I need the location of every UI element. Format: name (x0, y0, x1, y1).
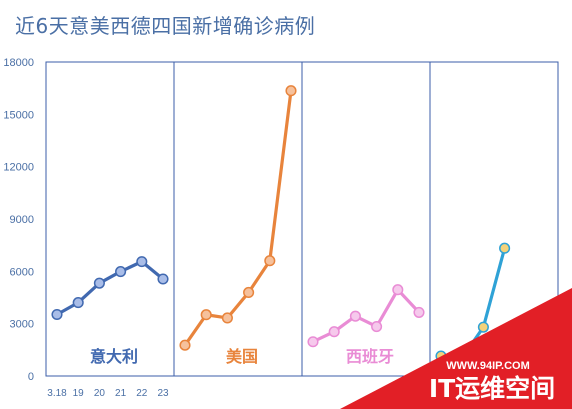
y-tick-label: 3000 (10, 319, 34, 331)
watermark: WWW.94IP.COM IT运维空间 (340, 288, 572, 409)
data-point (93, 277, 105, 289)
x-tick-label: 21 (115, 388, 127, 399)
x-tick-label: 19 (73, 388, 85, 399)
panel-frames (45, 61, 559, 377)
y-tick-label: 18000 (3, 57, 34, 69)
panel-frame (173, 61, 303, 377)
panel-frame (45, 61, 175, 377)
y-tick-label: 9000 (10, 214, 34, 226)
x-tick-label: 23 (157, 388, 169, 399)
data-point (499, 242, 511, 254)
data-point (179, 339, 191, 351)
panel-frame (301, 61, 431, 377)
y-tick-label: 6000 (10, 266, 34, 278)
x-axis: 3.18 19 20 21 22 23 (47, 388, 169, 399)
data-point (349, 310, 361, 322)
x-tick-label: 22 (136, 388, 148, 399)
data-point (200, 309, 212, 321)
y-axis: 0 3000 6000 9000 12000 15000 18000 (3, 57, 34, 383)
data-point (136, 256, 148, 268)
data-point (392, 284, 404, 296)
series-3 (307, 284, 425, 348)
watermark-url: WWW.94IP.COM (446, 360, 530, 372)
data-point (51, 308, 63, 321)
data-point (477, 321, 489, 333)
y-tick-label: 15000 (3, 109, 34, 121)
data-point (307, 336, 319, 348)
data-point (285, 85, 297, 97)
series-line (55, 260, 165, 317)
series-label: 西班牙 (346, 347, 394, 366)
series-2 (179, 85, 297, 351)
series-layer (51, 85, 511, 364)
data-point (157, 273, 169, 285)
watermark-banner (340, 288, 572, 409)
series-1 (51, 256, 169, 321)
x-tick-label: 20 (94, 388, 106, 399)
data-point (221, 312, 233, 324)
data-point (115, 266, 127, 278)
series-label: 美国 (226, 347, 258, 366)
x-tick-label: 3.18 (47, 388, 67, 399)
y-tick-label: 0 (28, 371, 34, 383)
series-labels: 意大利 美国 西班牙 (90, 347, 394, 366)
data-point (413, 306, 425, 318)
data-point (72, 297, 84, 309)
series-line (183, 89, 293, 347)
y-tick-label: 12000 (3, 162, 34, 174)
data-point (243, 286, 255, 299)
watermark-brand: IT运维空间 (429, 374, 555, 403)
data-point (328, 326, 340, 338)
data-point (371, 321, 383, 333)
chart-title: 近6天意美西德四国新增确诊病例 (15, 14, 316, 38)
series-line (311, 288, 421, 344)
series-label: 意大利 (90, 347, 138, 366)
data-point (264, 255, 276, 267)
